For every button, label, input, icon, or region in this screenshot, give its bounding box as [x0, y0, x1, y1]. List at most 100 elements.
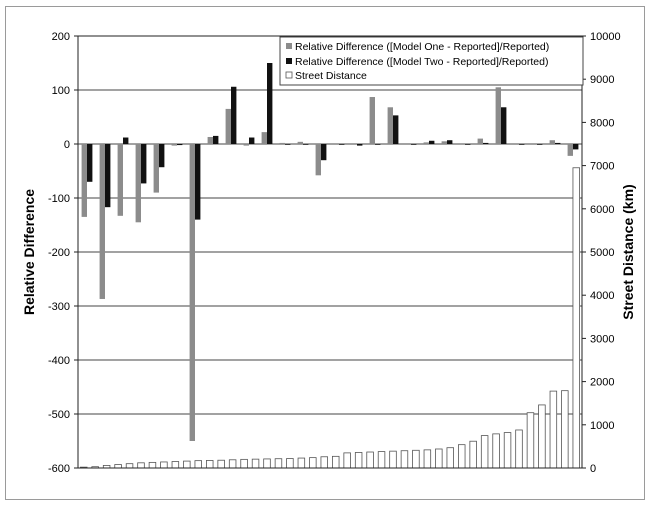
street-distance-bar — [366, 451, 374, 469]
legend-label-model-two: Relative Difference ([Model Two - Report… — [295, 56, 548, 68]
street-distance-bar — [332, 455, 340, 469]
street-distance-bar — [148, 461, 157, 469]
street-distance-bar — [228, 459, 237, 469]
model-one-bar — [513, 144, 519, 145]
street-distance-bar — [137, 462, 145, 469]
street-distance-bar — [469, 440, 477, 469]
right-tick-label: 5000 — [590, 247, 614, 259]
model-two-bar — [339, 144, 345, 145]
model-one-bar — [279, 142, 285, 144]
model-two-bar — [447, 140, 453, 144]
street-distance-bar — [515, 429, 523, 469]
right-tick-label: 1000 — [590, 420, 614, 432]
street-distance-bars — [80, 167, 580, 469]
right-tick-label: 6000 — [590, 204, 614, 216]
left-tick-label: -400 — [48, 355, 70, 367]
street-distance-bar — [377, 451, 386, 469]
model-one-bar — [369, 97, 375, 144]
model-two-bar — [195, 144, 201, 220]
left-tick-label: -300 — [48, 301, 70, 313]
model-one-bar — [549, 140, 555, 144]
model-two-bar — [573, 144, 579, 150]
street-distance-bar — [274, 458, 283, 469]
model-one-bar — [117, 144, 123, 216]
left-tick-label: 0 — [64, 139, 70, 151]
street-distance-bar — [400, 450, 409, 469]
model-two-bar — [285, 144, 291, 145]
model-two-bar — [429, 140, 435, 144]
street-distance-bar — [549, 390, 558, 469]
street-distance-bar — [217, 459, 225, 469]
left-axis-title: Relative Difference — [21, 189, 37, 315]
right-tick-label: 10000 — [590, 31, 621, 43]
street-distance-bar — [297, 457, 306, 469]
street-distance-bar — [480, 435, 489, 469]
model-one-bar — [81, 144, 87, 217]
model-one-bar — [207, 136, 213, 144]
model-one-bar — [333, 144, 339, 145]
model-two-bar — [537, 144, 543, 145]
right-tick-label: 2000 — [590, 377, 614, 389]
street-distance-bar — [114, 464, 122, 469]
model-two-bar — [375, 144, 381, 145]
right-tick-label: 3000 — [590, 333, 614, 345]
model-two-bar — [321, 144, 327, 161]
left-tick-label: -200 — [48, 247, 70, 259]
left-tick-label: 200 — [52, 31, 70, 43]
legend-swatch-street-distance — [285, 71, 293, 79]
street-distance-bar — [309, 457, 317, 469]
street-distance-bar — [160, 461, 168, 469]
street-distance-bar — [320, 456, 328, 469]
right-tick-label: 0 — [590, 463, 596, 475]
model-two-bar — [231, 86, 237, 144]
model-one-bar — [567, 144, 573, 156]
street-distance-bar — [423, 449, 432, 469]
legend-label-street-distance: Street Distance — [295, 70, 367, 82]
right-tick-label: 8000 — [590, 117, 614, 129]
model-two-bar — [159, 144, 165, 168]
model-two-bar — [357, 144, 363, 146]
model-one-bar — [387, 107, 393, 144]
gridlines — [78, 35, 582, 469]
street-distance-bar — [492, 433, 500, 469]
model-one-bar — [441, 141, 447, 144]
street-distance-bar — [183, 460, 191, 469]
model-one-bar — [477, 138, 483, 144]
street-distance-bar — [526, 412, 535, 469]
model-two-bar — [393, 115, 399, 144]
model-two-bar — [519, 144, 525, 145]
street-distance-bar — [503, 432, 512, 469]
model-one-bar — [189, 144, 195, 441]
right-axis-ticks: 1000090008000700060005000400030002000100… — [582, 31, 621, 475]
street-distance-bar — [572, 167, 580, 469]
street-distance-bar — [125, 463, 134, 469]
model-one-bar — [405, 144, 411, 145]
model-two-bar — [249, 137, 255, 144]
model-two-bar — [555, 142, 561, 144]
model-two-bar — [213, 135, 219, 144]
right-tick-label: 7000 — [590, 161, 614, 173]
model-two-bar — [501, 107, 507, 144]
model-two-bar — [267, 63, 273, 144]
right-tick-label: 4000 — [590, 290, 614, 302]
street-distance-bar — [240, 458, 248, 469]
street-distance-bar — [171, 461, 180, 469]
model-one-bar — [153, 144, 159, 193]
right-tick-label: 9000 — [590, 74, 614, 86]
model-one-bar — [225, 108, 231, 144]
model-one-bar — [99, 144, 105, 299]
left-tick-label: -100 — [48, 193, 70, 205]
street-distance-bar — [458, 444, 466, 469]
model-one-bar — [171, 144, 177, 146]
left-tick-label: -600 — [48, 463, 70, 475]
street-distance-bar — [561, 390, 569, 469]
legend-box — [279, 36, 584, 86]
model-two-bar — [465, 144, 471, 145]
model-one-bar — [459, 144, 465, 145]
street-distance-bar — [412, 449, 420, 469]
left-axis-ticks: 200 100 0 -100 -200 -300 -400 -500 -600 — [48, 31, 78, 475]
legend-label-model-one: Relative Difference ([Model One - Report… — [295, 41, 549, 53]
model-one-bar — [423, 142, 429, 144]
model-two-bar — [411, 144, 417, 145]
